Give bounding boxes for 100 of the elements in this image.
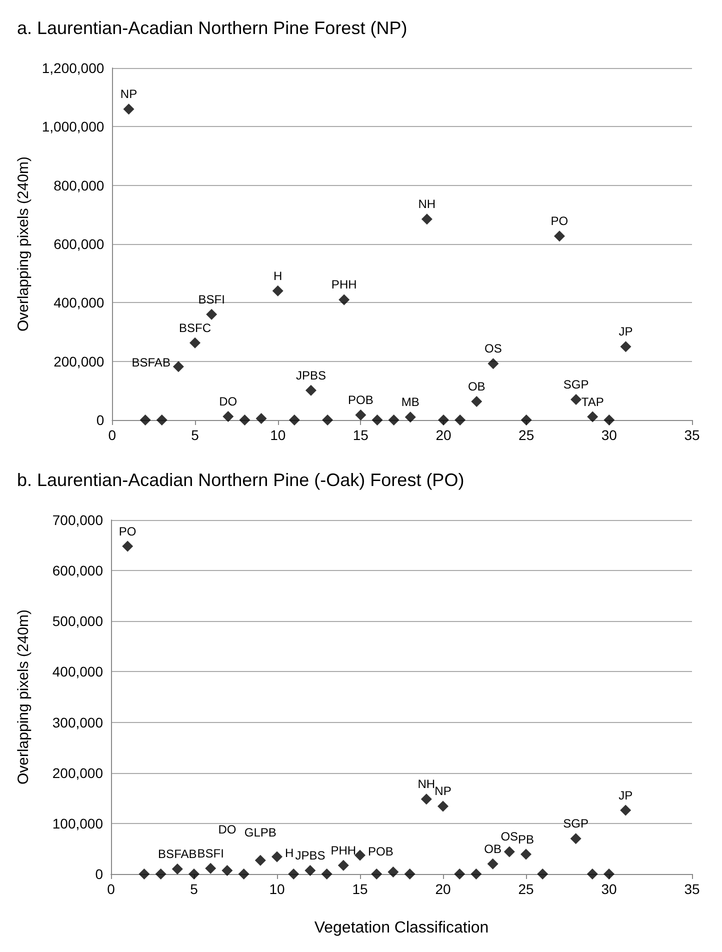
annotation: PO <box>550 214 568 228</box>
y-tick-label: 300,000 <box>52 714 104 730</box>
point <box>272 285 284 296</box>
y-tick-label: 700,000 <box>52 512 104 528</box>
annotation: JPBS <box>296 368 326 382</box>
x-tick-label: 20 <box>436 427 452 443</box>
annotation: MB <box>401 395 420 410</box>
y-tick-label: 1,000,000 <box>42 118 104 135</box>
point <box>322 414 334 426</box>
point <box>305 384 316 396</box>
point <box>537 868 548 880</box>
y-tick-label: 600,000 <box>54 236 104 252</box>
point <box>454 414 466 426</box>
x-tick-label: 0 <box>108 427 116 443</box>
point <box>206 308 218 320</box>
x-tick-label: 10 <box>269 881 285 897</box>
y-tick-label: 100,000 <box>52 815 104 832</box>
annotation: PO <box>118 524 136 538</box>
point <box>355 410 366 421</box>
y-tick-label: 200,000 <box>52 764 104 781</box>
point <box>586 868 598 880</box>
x-tick-label: 15 <box>352 427 369 443</box>
point <box>420 794 432 805</box>
point <box>205 862 216 874</box>
annotation: NP <box>120 87 138 102</box>
point <box>172 361 184 372</box>
point <box>288 868 300 880</box>
y-tick-label: 400,000 <box>52 664 104 680</box>
point <box>604 868 614 880</box>
point <box>222 864 233 876</box>
point <box>304 864 316 876</box>
y-tick-label: 1,200,000 <box>42 60 104 76</box>
point <box>172 863 183 874</box>
point <box>554 230 565 242</box>
annotation: GLPB <box>244 825 276 840</box>
point <box>123 104 134 115</box>
annotation: NH <box>418 197 436 212</box>
point <box>421 214 432 225</box>
point <box>256 413 267 424</box>
x-tick-label: 5 <box>191 427 200 443</box>
x-tick-label: 20 <box>435 881 451 897</box>
chart-title: a. Laurentian-Acadian Northern Pine Forest (NP) <box>17 18 408 38</box>
y-axis-title: Overlapping pixels (240m) <box>15 609 32 785</box>
annotation: POB <box>368 844 394 858</box>
annotation: SGP <box>563 377 589 392</box>
point <box>238 868 250 880</box>
point <box>438 414 450 426</box>
point <box>488 358 499 370</box>
point <box>620 341 632 352</box>
annotation: DO <box>218 822 236 836</box>
point <box>288 414 300 426</box>
x-tick-label: 0 <box>107 881 116 897</box>
point <box>156 414 168 426</box>
point <box>454 868 466 880</box>
x-tick-label: 35 <box>684 881 700 897</box>
y-axis-title: Overlapping pixels (240m) <box>15 156 32 332</box>
point <box>470 868 482 880</box>
annotation: JPBS <box>295 848 326 862</box>
annotation: BSFI <box>197 846 224 860</box>
point <box>438 800 448 812</box>
point <box>190 337 201 348</box>
point <box>254 854 266 866</box>
y-tick-label: 0 <box>96 412 104 428</box>
x-tick-label: 15 <box>352 881 368 897</box>
annotation: POB <box>348 393 374 408</box>
point <box>138 868 150 880</box>
point <box>504 846 515 858</box>
point <box>388 866 399 878</box>
point <box>404 412 416 423</box>
y-tick-label: 0 <box>95 866 104 882</box>
point <box>388 414 400 426</box>
annotation: BSFC <box>179 320 212 335</box>
annotation: OB <box>484 842 502 856</box>
point <box>520 848 532 860</box>
point <box>122 540 134 552</box>
annotation: DO <box>219 394 238 408</box>
annotation: BSFAB <box>158 846 197 861</box>
point <box>272 851 282 862</box>
x-tick-label: 5 <box>190 881 198 897</box>
x-tick-label: 30 <box>601 427 618 443</box>
point <box>620 804 632 816</box>
y-tick-label: 600,000 <box>52 562 104 579</box>
annotation: BSFAB <box>132 356 170 370</box>
point <box>587 411 598 422</box>
annotation: PHH <box>330 843 356 858</box>
point <box>354 850 366 861</box>
y-tick-label: 800,000 <box>54 177 104 194</box>
annotation: NP <box>434 784 452 798</box>
point <box>471 396 482 408</box>
point <box>321 868 332 880</box>
point <box>155 868 166 880</box>
annotation: JP <box>618 788 633 802</box>
point <box>604 414 615 426</box>
annotation: H <box>285 846 294 860</box>
x-tick-label: 25 <box>518 427 534 443</box>
point <box>188 868 200 880</box>
annotation: SGP <box>563 816 588 831</box>
x-tick-label: 10 <box>270 427 286 443</box>
annotation: PB <box>518 832 534 846</box>
point <box>520 414 532 426</box>
